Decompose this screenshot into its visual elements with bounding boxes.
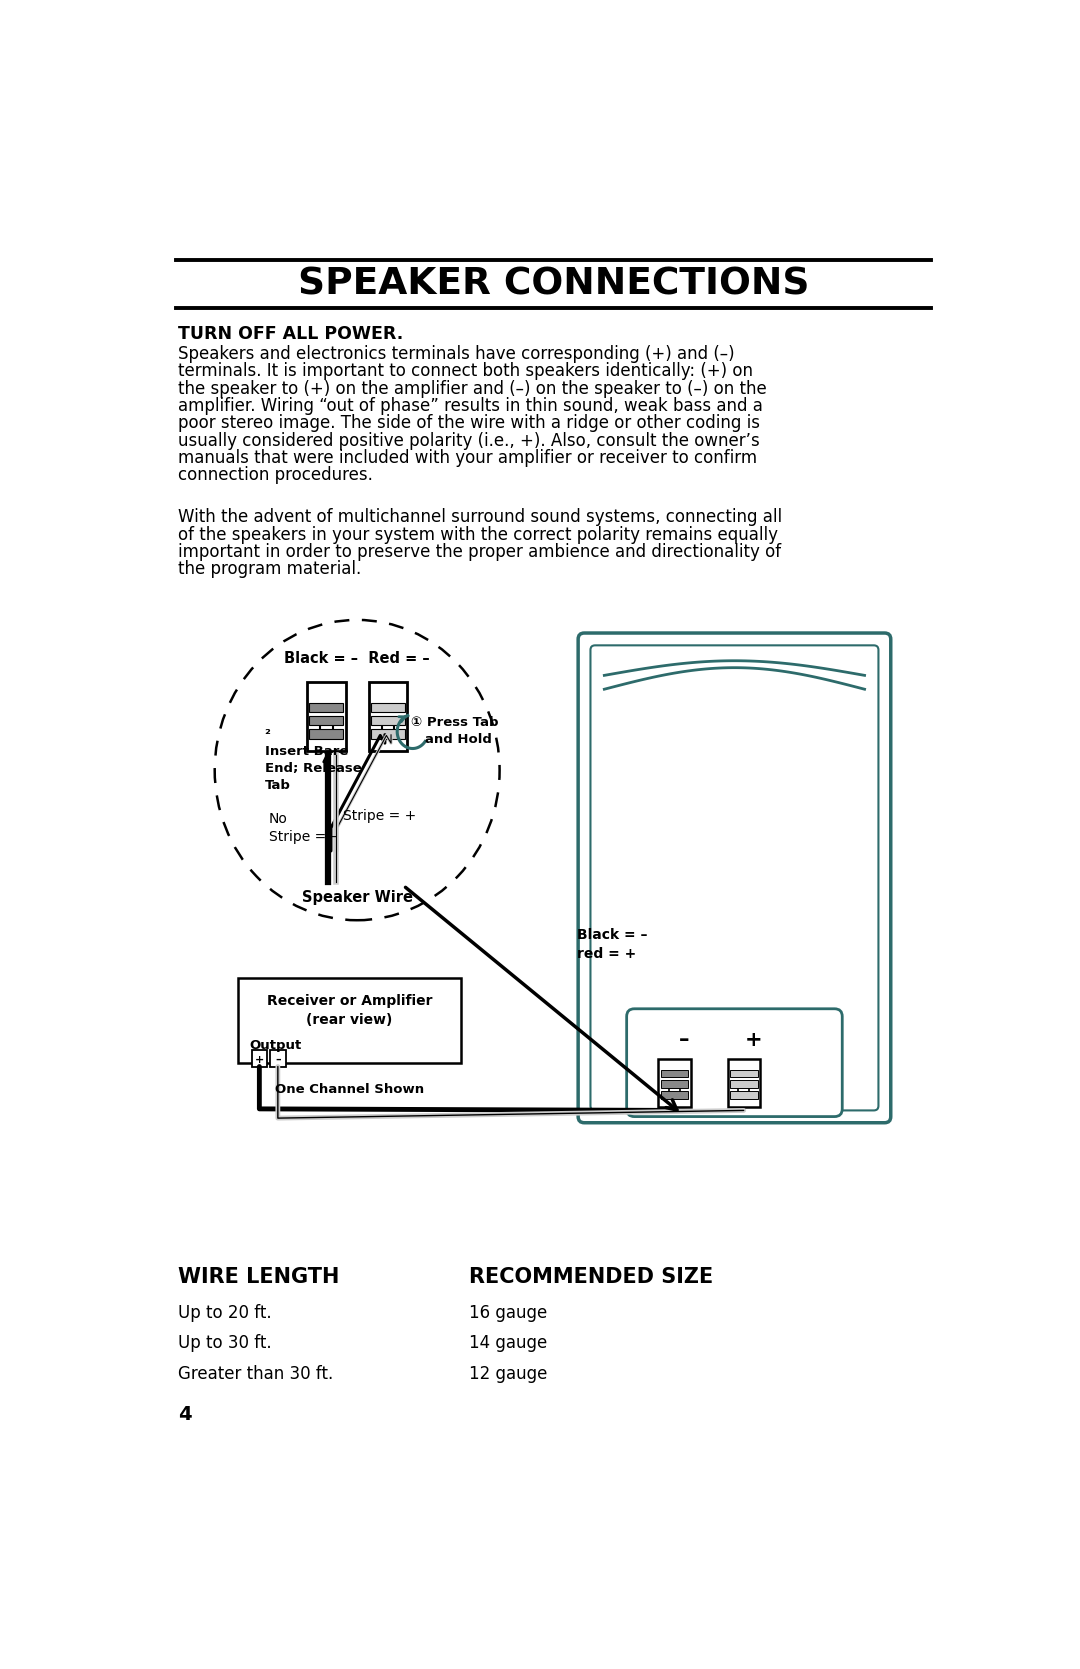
Text: amplifier. Wiring “out of phase” results in thin sound, weak bass and a: amplifier. Wiring “out of phase” results… xyxy=(178,397,762,416)
Text: Up to 20 ft.: Up to 20 ft. xyxy=(178,1303,271,1322)
Bar xyxy=(270,1050,285,1066)
FancyBboxPatch shape xyxy=(578,633,891,1123)
Bar xyxy=(658,1058,690,1107)
FancyBboxPatch shape xyxy=(591,646,878,1110)
Bar xyxy=(238,978,461,1063)
Text: important in order to preserve the proper ambience and directionality of: important in order to preserve the prope… xyxy=(178,542,781,561)
Bar xyxy=(372,703,405,713)
Text: Up to 30 ft.: Up to 30 ft. xyxy=(178,1335,271,1352)
Text: Output: Output xyxy=(249,1040,301,1051)
Text: WIRE LENGTH: WIRE LENGTH xyxy=(178,1267,339,1287)
Bar xyxy=(382,719,394,733)
Text: One Channel Shown: One Channel Shown xyxy=(275,1083,424,1097)
Bar xyxy=(309,716,343,726)
Bar xyxy=(730,1092,757,1098)
Text: ① Press Tab
   and Hold: ① Press Tab and Hold xyxy=(411,716,499,746)
Text: Speaker Wire: Speaker Wire xyxy=(301,890,413,905)
Text: Speakers and electronics terminals have corresponding (+) and (–): Speakers and electronics terminals have … xyxy=(178,345,734,364)
Text: 12 gauge: 12 gauge xyxy=(469,1365,548,1384)
Text: the speaker to (+) on the amplifier and (–) on the speaker to (–) on the: the speaker to (+) on the amplifier and … xyxy=(178,379,767,397)
Text: SPEAKER CONNECTIONS: SPEAKER CONNECTIONS xyxy=(298,267,809,302)
Text: of the speakers in your system with the correct polarity remains equally: of the speakers in your system with the … xyxy=(178,526,778,544)
Text: 4: 4 xyxy=(178,1405,191,1424)
Text: –: – xyxy=(679,1030,690,1050)
Text: ²
Insert Bare
End; Release
Tab: ² Insert Bare End; Release Tab xyxy=(265,728,362,791)
FancyBboxPatch shape xyxy=(626,1008,842,1117)
Bar xyxy=(252,1050,267,1066)
Bar xyxy=(309,729,343,738)
Bar xyxy=(309,703,343,713)
Text: +: + xyxy=(255,1055,264,1065)
Text: No
Stripe = –: No Stripe = – xyxy=(269,813,337,845)
Bar xyxy=(730,1070,757,1077)
Bar xyxy=(739,1088,750,1097)
Bar xyxy=(669,1088,679,1097)
Bar xyxy=(368,681,407,751)
Text: Stripe = +: Stripe = + xyxy=(343,808,417,823)
Bar xyxy=(728,1058,760,1107)
Bar xyxy=(307,681,346,751)
Text: RECOMMENDED SIZE: RECOMMENDED SIZE xyxy=(469,1267,713,1287)
Bar xyxy=(661,1080,688,1088)
Bar xyxy=(730,1080,757,1088)
Bar xyxy=(372,716,405,726)
Text: 14 gauge: 14 gauge xyxy=(469,1335,548,1352)
Text: +: + xyxy=(745,1030,762,1050)
Text: With the advent of multichannel surround sound systems, connecting all: With the advent of multichannel surround… xyxy=(178,509,782,526)
Text: TURN OFF ALL POWER.: TURN OFF ALL POWER. xyxy=(178,325,403,344)
Text: 16 gauge: 16 gauge xyxy=(469,1303,548,1322)
Text: usually considered positive polarity (i.e., +). Also, consult the owner’s: usually considered positive polarity (i.… xyxy=(178,432,759,449)
Text: Black = –  Red = –: Black = – Red = – xyxy=(284,651,430,666)
Text: manuals that were included with your amplifier or receiver to confirm: manuals that were included with your amp… xyxy=(178,449,757,467)
Bar xyxy=(661,1070,688,1077)
Text: the program material.: the program material. xyxy=(178,561,361,577)
Text: –: – xyxy=(275,1055,281,1065)
Text: terminals. It is important to connect both speakers identically: (+) on: terminals. It is important to connect bo… xyxy=(178,362,753,381)
Text: connection procedures.: connection procedures. xyxy=(178,466,373,484)
Bar xyxy=(320,719,333,733)
Text: Receiver or Amplifier
(rear view): Receiver or Amplifier (rear view) xyxy=(267,995,432,1026)
Text: Greater than 30 ft.: Greater than 30 ft. xyxy=(178,1365,333,1384)
Bar xyxy=(372,729,405,738)
Bar xyxy=(661,1092,688,1098)
Text: poor stereo image. The side of the wire with a ridge or other coding is: poor stereo image. The side of the wire … xyxy=(178,414,759,432)
Text: Black = –
red = +: Black = – red = + xyxy=(577,928,647,961)
